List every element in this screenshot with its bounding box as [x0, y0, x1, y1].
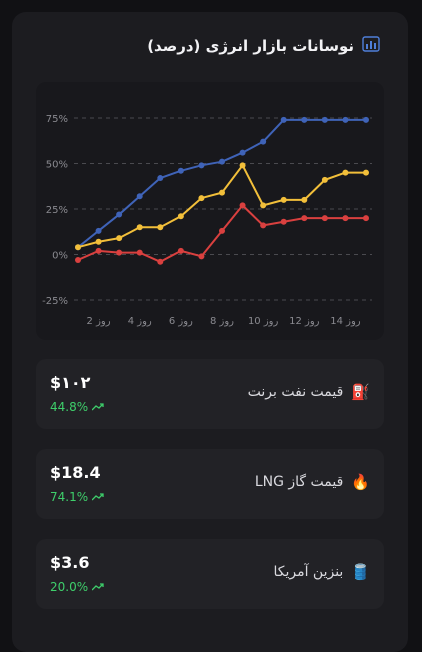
data-point-yellow [157, 224, 164, 231]
y-tick-label: 25% [46, 205, 68, 216]
data-point-red [260, 222, 267, 229]
stat-value: $18.4 [50, 463, 101, 482]
x-tick-label: روز 8 [210, 316, 234, 327]
stat-label-wrap: 🔥 قیمت گاز LNG [255, 473, 370, 491]
data-point-yellow [198, 195, 205, 202]
data-point-blue [157, 175, 164, 182]
stat-change-text: 20.0% [50, 580, 89, 594]
data-point-red [177, 247, 184, 254]
data-point-blue [342, 116, 349, 123]
stat-label-wrap: ⛽ قیمت نفت برنت [248, 383, 370, 401]
stat-change: 74.1% [50, 490, 104, 504]
data-point-blue [219, 158, 225, 165]
data-point-blue [301, 116, 308, 123]
x-tick-label: روز 4 [128, 316, 152, 327]
data-point-red [198, 253, 205, 260]
data-point-yellow [342, 169, 349, 176]
data-point-yellow [177, 213, 184, 220]
stat-card-brent[interactable]: $۱۰۲ 44.8% ⛽ قیمت نفت برنت [36, 359, 384, 429]
stat-label: قیمت گاز LNG [254, 474, 344, 490]
data-point-red [95, 247, 102, 254]
x-tick-label: روز 2 [87, 316, 111, 327]
data-point-red [280, 218, 287, 225]
data-point-blue [321, 116, 328, 123]
line-chart: 75% 50% 25% 0% -25% روز 2 روز 4 روز 6 روز 8 روز 1… [36, 82, 384, 340]
data-point-blue [239, 149, 246, 156]
data-point-red [219, 227, 225, 234]
y-tick-label: 50% [46, 160, 68, 171]
x-tick-label: روز 12 [289, 316, 320, 327]
stat-card-us-gasoline[interactable]: $3.6 20.0% 🛢️ بنزین آمریکا [36, 539, 384, 609]
y-tick-label: -25% [42, 296, 68, 307]
data-point-red [363, 215, 369, 222]
y-tick-label: 0% [52, 251, 68, 262]
stat-change-text: 44.8% [50, 400, 89, 414]
data-point-red [239, 202, 246, 209]
data-point-yellow [321, 176, 328, 183]
y-tick-label: 75% [46, 114, 68, 125]
fire-icon: 🔥 [351, 473, 370, 491]
stat-change: 20.0% [50, 580, 104, 594]
data-point-blue [177, 167, 184, 174]
stat-label: قیمت نفت برنت [247, 384, 344, 400]
data-point-blue [116, 211, 123, 218]
data-point-red [301, 215, 308, 222]
fuel-pump-icon: ⛽ [351, 383, 370, 401]
trend-up-icon [91, 400, 104, 414]
stat-card-lng[interactable]: $18.4 74.1% 🔥 قیمت گاز LNG [36, 449, 384, 519]
card-header: نوسانات بازار انرژی (درصد) [12, 12, 408, 82]
bar-chart-icon [362, 36, 380, 56]
stat-label-wrap: 🛢️ بنزین آمریکا [273, 563, 370, 581]
stat-value: $3.6 [50, 553, 90, 572]
trend-up-icon [91, 580, 104, 594]
data-point-yellow [260, 202, 267, 209]
oil-barrel-icon: 🛢️ [351, 563, 370, 581]
data-point-yellow [239, 162, 246, 169]
x-tick-label: روز 14 [330, 316, 361, 327]
stat-change: 44.8% [50, 400, 104, 414]
stat-label: بنزین آمریکا [273, 564, 344, 580]
data-point-red [157, 258, 164, 265]
data-point-red [75, 256, 81, 263]
data-point-yellow [95, 238, 102, 245]
data-point-yellow [280, 196, 287, 203]
data-point-blue [260, 138, 267, 145]
data-point-red [342, 215, 349, 222]
data-point-blue [198, 162, 205, 169]
data-point-blue [95, 227, 102, 234]
data-point-yellow [136, 224, 143, 231]
data-point-red [116, 249, 123, 256]
x-tick-label: روز 6 [169, 316, 193, 327]
data-point-red [321, 215, 328, 222]
trend-up-icon [91, 490, 104, 504]
stat-change-text: 74.1% [50, 490, 89, 504]
series-line-yellow [77, 164, 366, 249]
data-point-yellow [219, 189, 225, 196]
x-tick-label: روز 10 [248, 316, 279, 327]
page-title: نوسانات بازار انرژی (درصد) [147, 37, 354, 55]
data-point-yellow [301, 196, 308, 203]
data-point-red [136, 249, 143, 256]
data-point-yellow [363, 169, 369, 176]
title-wrap: نوسانات بازار انرژی (درصد) [147, 36, 380, 56]
energy-market-card: نوسانات بازار انرژی (درصد) 75% 50% 25% 0% -2… [12, 12, 408, 652]
data-point-blue [363, 116, 369, 123]
data-point-blue [280, 116, 287, 123]
data-point-blue [136, 193, 143, 200]
data-point-yellow [75, 244, 81, 251]
chart-svg: 75% 50% 25% 0% -25% روز 2 روز 4 روز 6 روز 8 روز 1… [42, 114, 372, 327]
data-point-yellow [116, 235, 123, 242]
stat-value: $۱۰۲ [50, 373, 91, 392]
